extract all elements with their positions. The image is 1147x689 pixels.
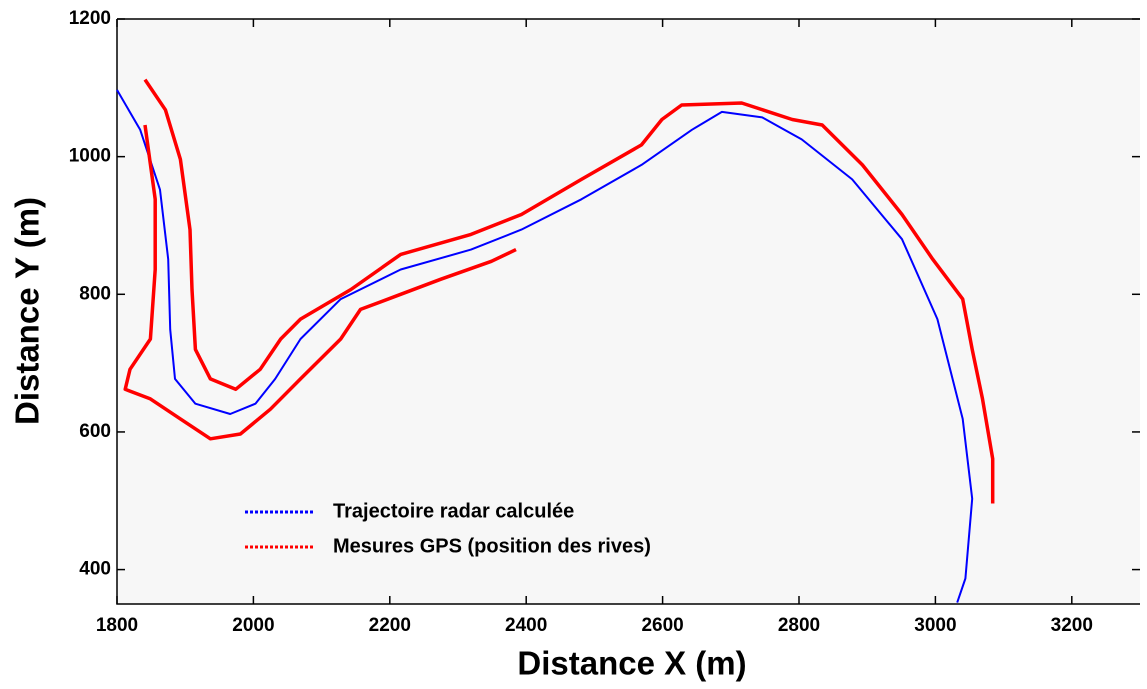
- y-tick-label: 1200: [69, 8, 111, 29]
- y-tick-label: 600: [79, 421, 111, 442]
- x-tick-label: 2800: [778, 615, 820, 636]
- x-axis-title: Distance X (m): [517, 645, 746, 682]
- x-tick-label: 3000: [914, 615, 956, 636]
- x-tick-label: 2600: [641, 615, 683, 636]
- x-tick-label: 2000: [232, 615, 274, 636]
- series-line: [116, 89, 974, 603]
- legend-label: Mesures GPS (position des rives): [333, 535, 651, 557]
- y-axis-title: Distance Y (m): [9, 197, 46, 425]
- y-tick-label: 400: [79, 559, 111, 580]
- plot-area: [117, 19, 1140, 604]
- series-line: [123, 78, 995, 504]
- y-tick-label: 1000: [69, 146, 111, 167]
- legend-label: Trajectoire radar calculée: [333, 500, 574, 522]
- x-tick-label: 3200: [1051, 615, 1093, 636]
- x-tick-label: 2200: [369, 615, 411, 636]
- x-tick-label: 2400: [505, 615, 547, 636]
- axis-frame: [116, 18, 1140, 605]
- x-tick-label: 1800: [96, 615, 138, 636]
- y-tick-label: 800: [79, 283, 111, 304]
